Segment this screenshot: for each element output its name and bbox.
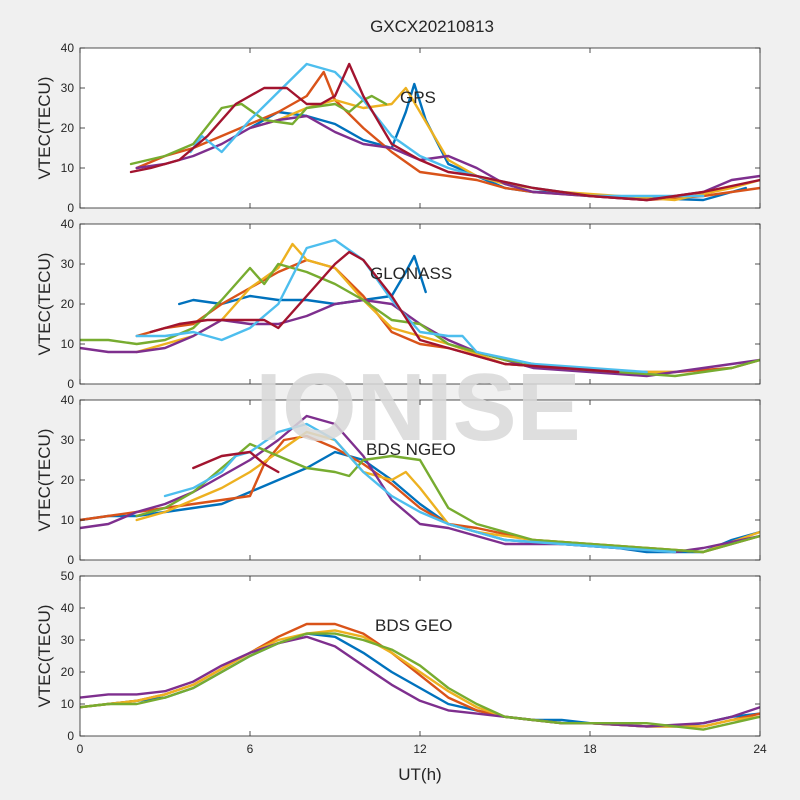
y-tick-label: 10 xyxy=(61,697,75,711)
panel-0: 0 10 20 30 40 VTEC(TECU) GPS xyxy=(35,41,761,215)
panels: 0 10 20 30 40 VTEC(TECU) GPS 0 10 20 30 40 VTEC(TECU… xyxy=(35,41,767,756)
y-axis-label: VTEC(TECU) xyxy=(35,605,54,708)
x-tick-label: 12 xyxy=(413,742,427,756)
series-group xyxy=(129,62,760,202)
series-line-4 xyxy=(135,442,760,554)
y-tick-label: 40 xyxy=(61,601,75,615)
x-tick-label: 0 xyxy=(77,742,84,756)
y-tick-label: 40 xyxy=(61,217,75,231)
panel-label: GPS xyxy=(400,88,436,107)
y-tick-label: 0 xyxy=(67,201,74,215)
x-tick-label: 24 xyxy=(753,742,767,756)
series-group xyxy=(80,414,760,554)
panel-label: BDS GEO xyxy=(375,616,452,635)
y-tick-label: 20 xyxy=(61,297,75,311)
series-line-3 xyxy=(80,298,760,378)
axes-background xyxy=(80,48,760,208)
series-line-6 xyxy=(192,450,280,474)
y-tick-label: 30 xyxy=(61,633,75,647)
y-tick-label: 30 xyxy=(61,433,75,447)
figure-title: GXCX20210813 xyxy=(370,17,494,36)
y-tick-label: 30 xyxy=(61,257,75,271)
y-tick-label: 20 xyxy=(61,665,75,679)
y-tick-label: 40 xyxy=(61,41,75,55)
axes-background xyxy=(80,400,760,560)
y-tick-label: 0 xyxy=(67,553,74,567)
axes-background xyxy=(80,576,760,736)
series-line-6 xyxy=(129,62,760,202)
axes-background xyxy=(80,224,760,384)
y-tick-label: 10 xyxy=(61,337,75,351)
y-axis-label: VTEC(TECU) xyxy=(35,253,54,356)
series-line-5 xyxy=(163,422,677,554)
panel-2: 0 10 20 30 40 VTEC(TECU) BDS NGEO xyxy=(35,393,761,567)
y-tick-label: 10 xyxy=(61,513,75,527)
y-axis-label: VTEC(TECU) xyxy=(35,77,54,180)
series-group xyxy=(80,622,760,731)
y-axis-label: VTEC(TECU) xyxy=(35,429,54,532)
x-tick-label: 6 xyxy=(247,742,254,756)
x-tick-label: 18 xyxy=(583,742,597,756)
y-tick-label: 10 xyxy=(61,161,75,175)
y-tick-label: 40 xyxy=(61,393,75,407)
y-tick-label: 20 xyxy=(61,473,75,487)
series-line-6 xyxy=(149,250,620,374)
y-tick-label: 0 xyxy=(67,729,74,743)
series-line-4 xyxy=(80,632,760,731)
series-group xyxy=(80,238,760,378)
panel-3: 0 10 20 30 40 50 0 6 12 18 24 VTEC(TECU) BDS GEO xyxy=(35,569,767,756)
y-tick-label: 20 xyxy=(61,121,75,135)
y-tick-label: 0 xyxy=(67,377,74,391)
x-axis-label: UT(h) xyxy=(398,765,441,784)
y-tick-label: 50 xyxy=(61,569,75,583)
panel-label: GLONASS xyxy=(370,264,452,283)
y-tick-label: 30 xyxy=(61,81,75,95)
panel-1: 0 10 20 30 40 VTEC(TECU) GLONASS xyxy=(35,217,761,391)
panel-label: BDS NGEO xyxy=(366,440,456,459)
watermark: IONISE xyxy=(255,354,580,461)
